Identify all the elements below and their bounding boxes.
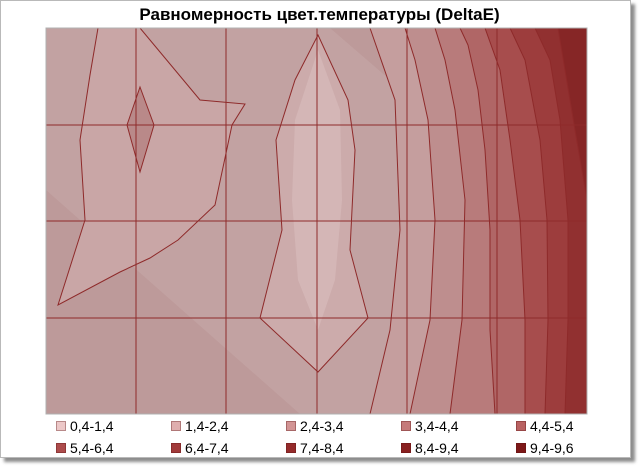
contour-2_4-3_4-left xyxy=(57,27,246,307)
legend-item: 0,4-1,4 xyxy=(56,418,114,434)
legend-swatch xyxy=(516,443,526,453)
grid-lines xyxy=(46,28,587,414)
legend-label: 8,4-9,4 xyxy=(415,440,459,456)
legend-label: 6,4-7,4 xyxy=(185,440,229,456)
legend-item: 8,4-9,4 xyxy=(401,440,459,456)
legend-item: 1,4-2,4 xyxy=(171,418,229,434)
legend-item: 2,4-3,4 xyxy=(286,418,344,434)
legend-item: 6,4-7,4 xyxy=(171,440,229,456)
legend-label: 0,4-1,4 xyxy=(70,418,114,434)
legend-swatch xyxy=(401,443,411,453)
legend-swatch xyxy=(286,443,296,453)
legend-label: 9,4-9,6 xyxy=(530,440,574,456)
legend-item: 7,4-8,4 xyxy=(286,440,344,456)
legend-swatch xyxy=(401,421,411,431)
legend-swatch xyxy=(171,421,181,431)
legend-swatch xyxy=(56,443,66,453)
legend-swatch xyxy=(516,421,526,431)
legend-label: 1,4-2,4 xyxy=(185,418,229,434)
legend-item: 9,4-9,6 xyxy=(516,440,574,456)
legend-swatch xyxy=(56,421,66,431)
legend-label: 2,4-3,4 xyxy=(300,418,344,434)
contour-3_4-4_4-lens xyxy=(126,85,155,174)
legend-swatch xyxy=(171,443,181,453)
legend-label: 3,4-4,4 xyxy=(415,418,459,434)
legend-swatch xyxy=(286,421,296,431)
legend-item: 3,4-4,4 xyxy=(401,418,459,434)
legend-item: 4,4-5,4 xyxy=(516,418,574,434)
plot-border xyxy=(45,27,588,415)
chart-title: Равномерность цвет.температуры (DeltaE) xyxy=(139,5,500,24)
legend-label: 4,4-5,4 xyxy=(530,418,574,434)
legend-label: 7,4-8,4 xyxy=(300,440,344,456)
legend-label: 5,4-6,4 xyxy=(70,440,114,456)
legend-item: 5,4-6,4 xyxy=(56,440,114,456)
